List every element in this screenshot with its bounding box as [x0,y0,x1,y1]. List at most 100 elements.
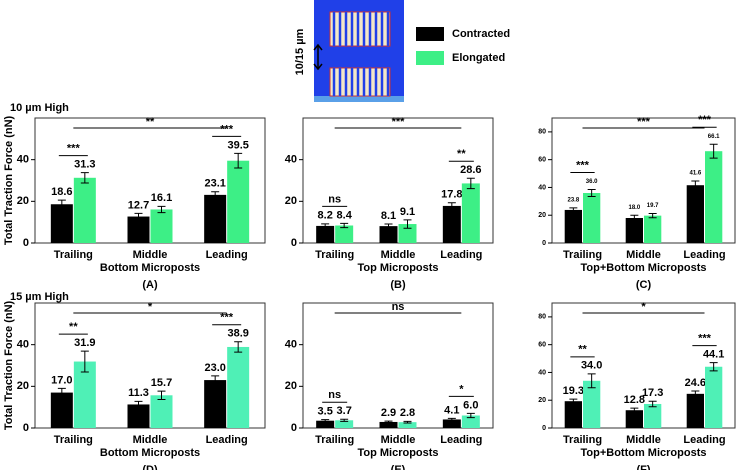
value-label: 24.6 [685,377,706,389]
significance-label: ** [578,344,587,356]
bar [316,225,335,243]
y-tick-label: 0 [23,237,29,249]
y-tick-label: 0 [291,422,297,434]
bar [227,346,250,428]
value-label: 9.1 [400,206,415,218]
value-label: 31.3 [74,158,95,170]
panel-label: (C) [636,279,652,291]
value-label: 41.6 [690,171,702,177]
value-label: 17.8 [441,189,462,201]
error-bar [569,398,578,404]
error-bar [691,390,700,398]
panel-label: (D) [142,464,158,470]
bar [705,366,723,428]
value-label: 66.1 [708,134,720,140]
value-label: 28.6 [460,164,481,176]
x-tick-label: Leading [683,249,725,261]
x-tick-label: Trailing [563,249,602,261]
y-tick-label: 40 [538,369,546,376]
value-label: 36.0 [586,179,598,185]
overall-significance: *** [392,116,406,128]
bar [564,401,582,428]
bar [335,225,354,243]
bar [705,151,723,243]
y-tick-label: 0 [542,240,546,247]
bar [227,160,250,243]
significance-label: *** [576,159,590,171]
error-bar [630,407,639,413]
bar [442,419,461,428]
bar [583,380,601,428]
overall-significance: * [148,301,153,313]
value-label: 2.9 [381,407,396,419]
bar [204,380,227,428]
x-tick-label: Middle [381,249,416,261]
x-tick-label: Middle [381,434,416,446]
x-tick-label: Middle [626,249,661,261]
value-label: 12.8 [624,394,645,406]
bar [379,226,398,243]
plot-frame [34,117,266,244]
panel-label: (F) [636,464,650,470]
panel-label: (A) [142,279,158,291]
significance-label: *** [698,114,712,126]
schematic-label: 10/15 µm [294,28,306,75]
significance-label: *** [220,312,234,324]
x-axis-label: Top Microposts [357,262,438,274]
x-axis-label: Top Microposts [357,447,438,459]
schematic-stripes [332,12,390,96]
error-bar [403,420,412,424]
bar [442,205,461,243]
error-bar [134,212,143,221]
bar [316,420,335,428]
bar [461,183,480,243]
error-bar [709,362,718,372]
error-bar [466,177,475,190]
bar [686,393,704,428]
x-tick-label: Middle [133,249,168,261]
value-label: 6.0 [463,399,478,411]
bar [398,224,417,243]
x-tick-label: Trailing [54,249,93,261]
y-tick-label: 40 [17,339,29,351]
value-label: 44.1 [703,348,724,360]
error-bar [340,222,349,229]
y-tick-label: 40 [285,339,297,351]
bar [50,392,73,428]
error-bar [57,199,66,209]
value-label: 3.7 [337,405,352,417]
value-label: 8.4 [337,209,353,221]
bar [204,194,227,243]
error-bar [384,223,393,229]
bar [686,185,704,243]
error-bar [211,375,220,385]
x-tick-label: Leading [206,249,248,261]
value-label: 19.7 [647,203,659,209]
bar [127,216,150,243]
value-label: 15.7 [151,377,172,389]
panel-label: (B) [390,279,406,291]
value-label: 23.8 [568,197,580,203]
value-label: 34.0 [581,360,602,372]
x-tick-label: Leading [440,434,482,446]
error-bar [466,412,475,419]
x-tick-label: Trailing [563,434,602,446]
y-tick-label: 40 [17,154,29,166]
x-tick-label: Trailing [315,434,354,446]
legend-swatch [416,27,444,41]
error-bar [234,152,243,169]
y-tick-label: 0 [291,237,297,249]
x-axis-label: Top+Bottom Microposts [581,447,707,459]
schematic-base [314,96,404,102]
error-bar [80,350,89,373]
bar [644,215,662,243]
significance-label: *** [698,332,712,344]
y-axis-label: Total Traction Force (nN) [3,300,15,430]
y-tick-label: 40 [285,154,297,166]
overall-significance: *** [637,116,651,128]
error-bar [340,418,349,422]
value-label: 17.3 [642,387,663,399]
error-bar [587,189,596,197]
